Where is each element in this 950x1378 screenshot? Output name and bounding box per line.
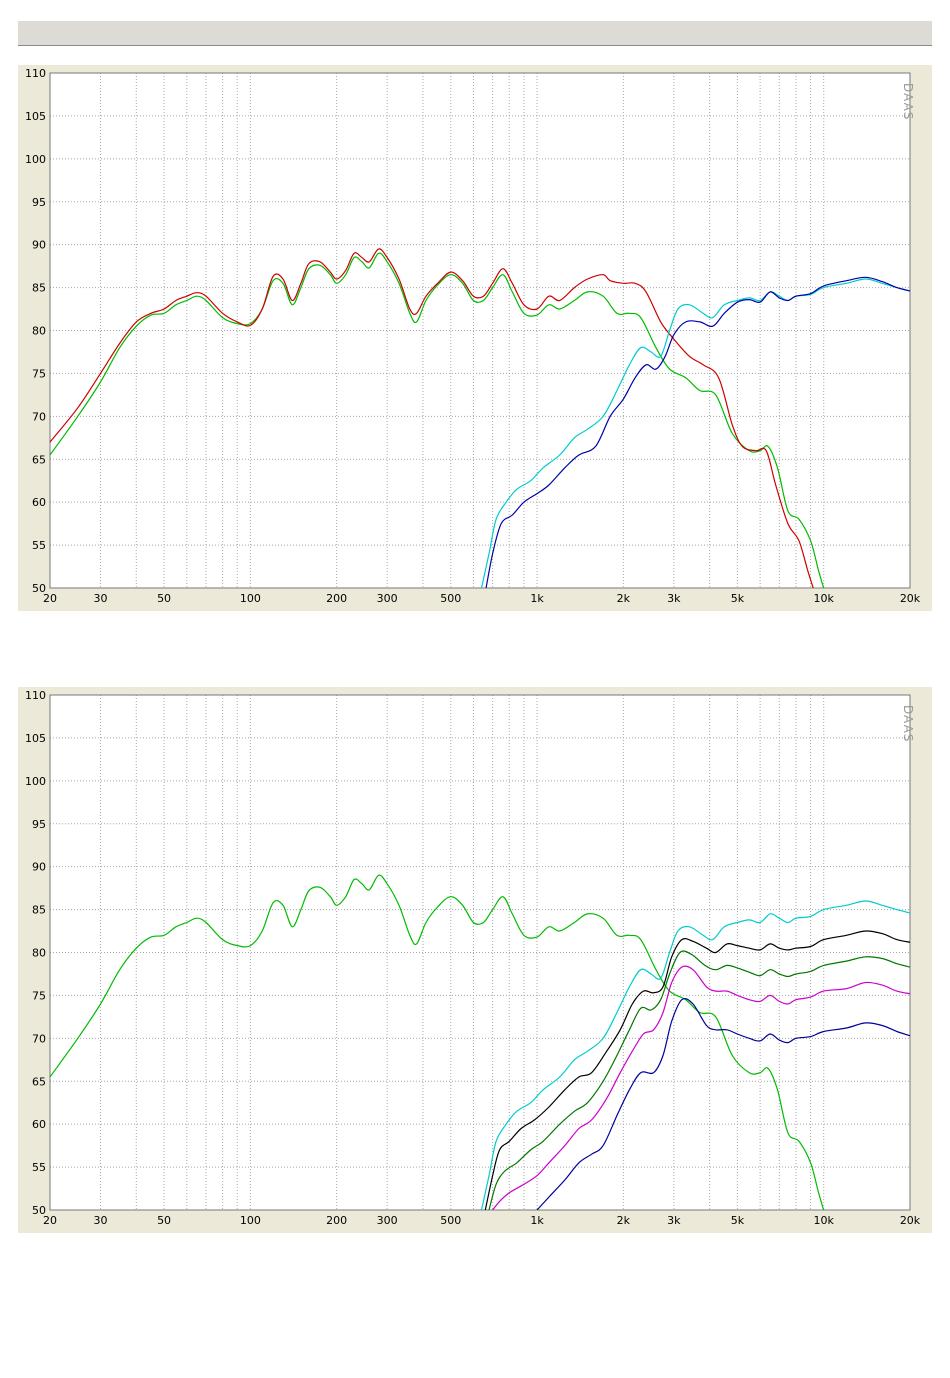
x-tick-label: 2k	[617, 1214, 631, 1227]
x-tick-label: 1k	[530, 1214, 544, 1227]
header-bar	[18, 21, 932, 46]
plot-border	[49, 694, 911, 1211]
y-tick-label: 110	[25, 67, 46, 80]
y-tick-label: 65	[32, 453, 46, 466]
y-tick-label: 85	[32, 282, 46, 295]
y-tick-label: 60	[32, 496, 46, 509]
x-tick-label: 20	[43, 592, 57, 605]
y-tick-label: 65	[32, 1075, 46, 1088]
x-tick-label: 30	[93, 1214, 107, 1227]
y-tick-label: 110	[25, 689, 46, 702]
x-tick-label: 500	[440, 1214, 461, 1227]
y-tick-label: 95	[32, 196, 46, 209]
y-tick-label: 95	[32, 818, 46, 831]
x-tick-label: 20k	[900, 592, 921, 605]
x-tick-label: 3k	[667, 1214, 681, 1227]
series-line-5	[492, 965, 910, 1210]
y-tick-label: 50	[32, 1204, 46, 1217]
y-tick-label: 100	[25, 775, 46, 788]
x-tick-label: 50	[157, 1214, 171, 1227]
series-line-4	[485, 276, 910, 588]
y-tick-label: 100	[25, 153, 46, 166]
x-tick-label: 2k	[617, 592, 631, 605]
y-tick-label: 105	[25, 732, 46, 745]
x-tick-label: 5k	[731, 1214, 745, 1227]
chart-1-svg: 50 55 60 65 70 75 80 85 90 95 100 105 110 20 30 50 100 20…	[25, 67, 921, 605]
y-tick-label: 55	[32, 539, 46, 552]
x-tick-label: 500	[440, 592, 461, 605]
watermark-label: DAAS	[901, 705, 915, 742]
y-tick-label: 70	[32, 410, 46, 423]
x-tick-label: 10k	[814, 1214, 835, 1227]
chart-2-svg: 50 55 60 65 70 75 80 85 90 95 100 105 110 20 30 50 100 20…	[25, 689, 921, 1227]
x-tick-label: 1k	[530, 592, 544, 605]
series-line-4	[488, 950, 910, 1210]
x-tick-label: 200	[326, 1214, 347, 1227]
y-tick-label: 90	[32, 239, 46, 252]
x-tick-label: 300	[377, 592, 398, 605]
series-line-2	[480, 900, 910, 1210]
series-line-3	[480, 278, 910, 588]
x-tick-label: 100	[240, 592, 261, 605]
y-tick-label: 50	[32, 582, 46, 595]
grid	[49, 694, 911, 1211]
y-tick-label: 60	[32, 1118, 46, 1131]
series-line-6	[536, 997, 910, 1210]
series-line-3	[484, 930, 910, 1210]
x-tick-label: 300	[377, 1214, 398, 1227]
y-tick-label: 85	[32, 904, 46, 917]
y-tick-label: 75	[32, 989, 46, 1002]
x-tick-label: 30	[93, 592, 107, 605]
watermark-label: DAAS	[901, 83, 915, 120]
plot-border	[49, 72, 911, 589]
y-tick-label: 70	[32, 1032, 46, 1045]
y-tick-label: 90	[32, 861, 46, 874]
x-tick-label: 5k	[731, 592, 745, 605]
x-tick-label: 20	[43, 1214, 57, 1227]
frequency-response-chart-1: 50 55 60 65 70 75 80 85 90 95 100 105 110 20 30 50 100 20…	[18, 65, 932, 611]
y-tick-label: 105	[25, 110, 46, 123]
x-tick-label: 200	[326, 592, 347, 605]
series-line-2	[50, 248, 814, 588]
series-group	[50, 874, 910, 1210]
x-tick-label: 10k	[814, 592, 835, 605]
y-tick-label: 80	[32, 947, 46, 960]
y-tick-label: 80	[32, 325, 46, 338]
frequency-response-chart-2: 50 55 60 65 70 75 80 85 90 95 100 105 110 20 30 50 100 20…	[18, 687, 932, 1233]
series-line-1	[50, 874, 825, 1210]
x-tick-label: 100	[240, 1214, 261, 1227]
x-tick-label: 50	[157, 592, 171, 605]
y-tick-label: 55	[32, 1161, 46, 1174]
x-tick-label: 20k	[900, 1214, 921, 1227]
x-tick-label: 3k	[667, 592, 681, 605]
series-line-1	[50, 252, 825, 588]
y-tick-label: 75	[32, 367, 46, 380]
series-group	[50, 248, 910, 588]
